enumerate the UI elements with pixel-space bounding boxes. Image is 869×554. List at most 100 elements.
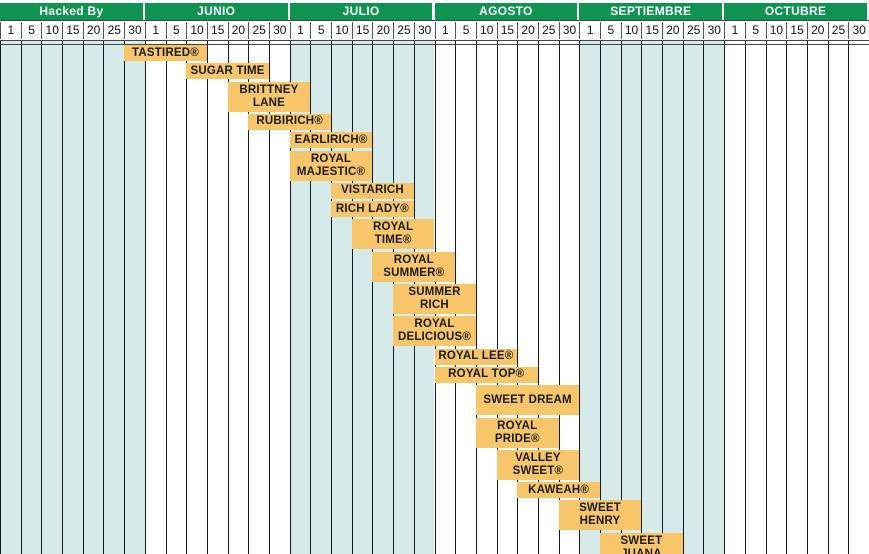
variety-bar: SWEET DREAM bbox=[475, 385, 580, 416]
day-tick-label: 10 bbox=[765, 22, 787, 39]
day-tick-label: 5 bbox=[310, 22, 331, 39]
day-tick-label: 25 bbox=[682, 22, 704, 39]
variety-bar: ROYAL DELICIOUS® bbox=[393, 316, 476, 347]
day-tick-label: 15 bbox=[786, 22, 807, 39]
grid-column bbox=[227, 41, 249, 554]
day-tick-label: 10 bbox=[186, 22, 207, 39]
header-divider bbox=[0, 40, 869, 41]
grid-column bbox=[600, 41, 621, 554]
grid-column bbox=[20, 41, 42, 554]
day-tick-label: 15 bbox=[62, 22, 83, 39]
day-tick-label: 1 bbox=[579, 22, 600, 39]
header-divider bbox=[0, 20, 869, 21]
day-tick-label: 10 bbox=[41, 22, 62, 39]
grid-column bbox=[682, 41, 704, 554]
day-tick-label: 20 bbox=[806, 22, 828, 39]
grid-column bbox=[806, 41, 828, 554]
grid-column bbox=[103, 41, 125, 554]
day-tick-label: 5 bbox=[744, 22, 766, 39]
variety-bar: EARLIRICH® bbox=[289, 132, 373, 149]
grid-column bbox=[744, 41, 766, 554]
grid-column bbox=[724, 41, 745, 554]
variety-bar: TASTIRED® bbox=[124, 45, 207, 61]
day-tick-label: 15 bbox=[641, 22, 662, 39]
grid-column bbox=[144, 41, 166, 554]
variety-bar: SUGAR TIME bbox=[186, 63, 269, 80]
grid-column bbox=[248, 41, 269, 554]
grid-column bbox=[558, 41, 580, 554]
grid-column bbox=[331, 41, 352, 554]
day-tick-label: 15 bbox=[206, 22, 228, 39]
day-tick-label: 15 bbox=[496, 22, 518, 39]
day-tick-label: 1 bbox=[434, 22, 456, 39]
variety-bar: ROYAL SUMMER® bbox=[372, 251, 456, 282]
grid-column bbox=[206, 41, 228, 554]
month-header: OCTUBRE bbox=[724, 3, 869, 20]
day-tick-label: 25 bbox=[103, 22, 124, 39]
header-label: Hacked By bbox=[0, 3, 145, 20]
day-tick-label: 5 bbox=[20, 22, 42, 39]
day-tick-label: 10 bbox=[475, 22, 497, 39]
day-tick-label: 1 bbox=[289, 22, 311, 39]
grid-column bbox=[124, 41, 145, 554]
day-tick-label: 20 bbox=[662, 22, 683, 39]
day-tick-label: 10 bbox=[620, 22, 642, 39]
grid-column bbox=[41, 41, 63, 554]
day-tick-label: 5 bbox=[600, 22, 621, 39]
grid-column bbox=[268, 41, 290, 554]
variety-bar: SUMMER RICH bbox=[393, 284, 476, 314]
day-tick-label: 20 bbox=[517, 22, 538, 39]
day-tick-label: 20 bbox=[82, 22, 104, 39]
variety-bar: VALLEY SWEET® bbox=[496, 449, 580, 480]
grid-column bbox=[186, 41, 207, 554]
day-tick-label: 5 bbox=[455, 22, 476, 39]
day-tick-label: 30 bbox=[413, 22, 435, 39]
variety-bar: ROYAL LEE® bbox=[434, 348, 518, 365]
month-header: AGOSTO bbox=[434, 3, 580, 20]
variety-bar: RUBIRICH® bbox=[248, 113, 332, 130]
grid-column bbox=[351, 41, 373, 554]
grid-column bbox=[703, 41, 725, 554]
month-header: JUNIO bbox=[144, 3, 290, 20]
grid-column bbox=[765, 41, 787, 554]
day-tick-label: 30 bbox=[703, 22, 724, 39]
day-tick-label: 5 bbox=[165, 22, 187, 39]
grid-column bbox=[62, 41, 83, 554]
grid-column bbox=[827, 41, 849, 554]
day-tick-label: 25 bbox=[393, 22, 414, 39]
day-tick-label: 25 bbox=[827, 22, 849, 39]
month-header: SEPTIEMBRE bbox=[579, 3, 725, 20]
day-tick-label: 10 bbox=[331, 22, 352, 39]
day-tick-label: 25 bbox=[248, 22, 269, 39]
grid-column bbox=[372, 41, 394, 554]
day-tick-label: 20 bbox=[227, 22, 249, 39]
day-tick-label: 1 bbox=[0, 22, 21, 39]
grid-column bbox=[579, 41, 601, 554]
header-divider bbox=[0, 44, 869, 45]
variety-bar: SWEET JUANA bbox=[600, 532, 683, 554]
grid-column bbox=[82, 41, 104, 554]
day-tick-label: 30 bbox=[268, 22, 290, 39]
variety-bar: ROYAL TIME® bbox=[351, 219, 435, 250]
day-tick-label: 30 bbox=[124, 22, 145, 39]
variety-bar: RICH LADY® bbox=[331, 201, 414, 218]
day-tick-label: 1 bbox=[724, 22, 745, 39]
grid-column bbox=[475, 41, 497, 554]
grid-column bbox=[641, 41, 663, 554]
day-tick-label: 30 bbox=[848, 22, 869, 39]
variety-bar: ROYAL TOP® bbox=[434, 366, 538, 383]
variety-bar: SWEET HENRY bbox=[558, 500, 642, 531]
day-tick-label: 25 bbox=[537, 22, 559, 39]
variety-bar: BRITTNEY LANE bbox=[227, 81, 311, 112]
variety-bar: ROYAL MAJESTIC® bbox=[289, 150, 373, 181]
grid-column bbox=[165, 41, 187, 554]
grid-column bbox=[662, 41, 683, 554]
day-tick-label: 30 bbox=[558, 22, 580, 39]
variety-bar: ROYAL PRIDE® bbox=[475, 417, 559, 448]
grid-column bbox=[848, 41, 869, 554]
day-tick-label: 15 bbox=[351, 22, 373, 39]
variety-bar: KAWEAH® bbox=[517, 482, 600, 499]
day-tick-label: 1 bbox=[144, 22, 166, 39]
day-tick-label: 20 bbox=[372, 22, 393, 39]
